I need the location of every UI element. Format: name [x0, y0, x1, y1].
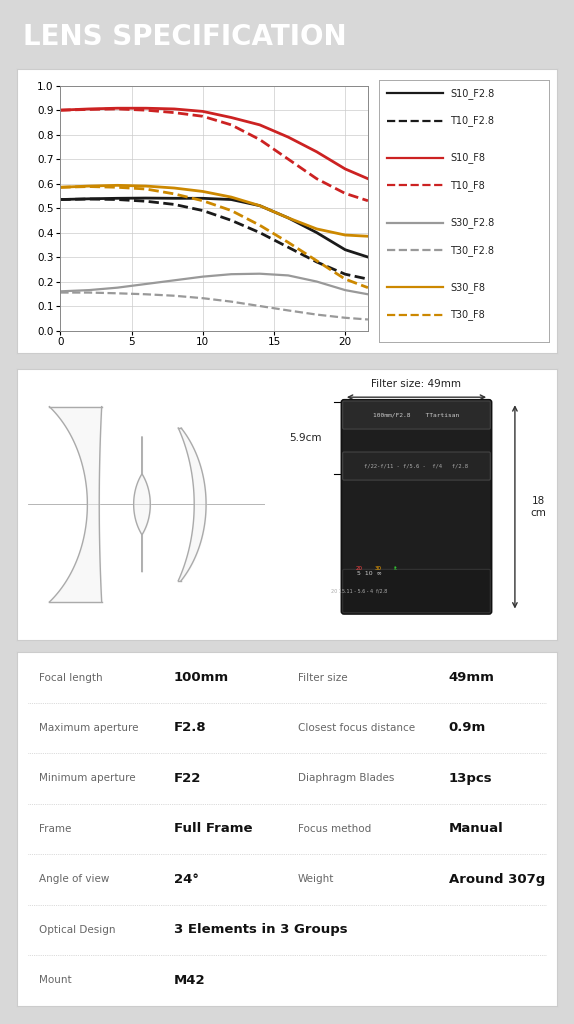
Text: Optical Design: Optical Design: [39, 925, 115, 935]
Text: Filter size: Filter size: [298, 673, 347, 683]
Text: Closest focus distance: Closest focus distance: [298, 723, 415, 733]
Text: 24°: 24°: [174, 872, 199, 886]
Text: F22: F22: [174, 772, 201, 785]
Text: Angle of view: Angle of view: [39, 874, 109, 885]
Text: Full Frame: Full Frame: [174, 822, 252, 836]
Text: 18
cm: 18 cm: [530, 496, 546, 518]
Text: Focal length: Focal length: [39, 673, 102, 683]
Text: Minimum aperture: Minimum aperture: [39, 773, 135, 783]
Text: Focus method: Focus method: [298, 824, 371, 834]
Text: ft: ft: [394, 565, 398, 570]
Text: T30_F8: T30_F8: [450, 309, 485, 321]
FancyBboxPatch shape: [343, 569, 490, 612]
Text: M42: M42: [174, 974, 205, 987]
Text: S30_F2.8: S30_F2.8: [450, 217, 494, 228]
Text: Around 307g: Around 307g: [449, 872, 545, 886]
Text: T10_F2.8: T10_F2.8: [450, 116, 494, 126]
Text: LENS SPECIFICATION: LENS SPECIFICATION: [23, 23, 347, 50]
FancyBboxPatch shape: [343, 401, 490, 429]
Text: Filter size: 49mm: Filter size: 49mm: [371, 380, 461, 389]
Text: 20 15.11 - 5.6 - 4  f/2.8: 20 15.11 - 5.6 - 4 f/2.8: [331, 589, 387, 594]
Text: 5.9cm: 5.9cm: [289, 433, 321, 443]
FancyBboxPatch shape: [342, 399, 491, 614]
Text: Frame: Frame: [39, 824, 71, 834]
Text: F2.8: F2.8: [174, 722, 206, 734]
Text: Maximum aperture: Maximum aperture: [39, 723, 138, 733]
Text: Manual: Manual: [449, 822, 503, 836]
Text: S10_F2.8: S10_F2.8: [450, 88, 494, 98]
Text: 13pcs: 13pcs: [449, 772, 492, 785]
Text: f/22-f/11 - f/5.6 -  f/4   f/2.8: f/22-f/11 - f/5.6 - f/4 f/2.8: [364, 464, 468, 469]
Text: 100mm/F2.8    TTartisan: 100mm/F2.8 TTartisan: [373, 413, 460, 418]
FancyBboxPatch shape: [343, 452, 490, 480]
Text: 5  10  ∞: 5 10 ∞: [358, 570, 382, 575]
Text: 30: 30: [374, 565, 381, 570]
Text: S30_F8: S30_F8: [450, 282, 485, 293]
Text: Weight: Weight: [298, 874, 334, 885]
Text: 3 Elements in 3 Groups: 3 Elements in 3 Groups: [174, 924, 347, 936]
Text: T30_F2.8: T30_F2.8: [450, 245, 494, 256]
Text: 100mm: 100mm: [174, 671, 229, 684]
Text: T10_F8: T10_F8: [450, 180, 485, 190]
Text: Mount: Mount: [39, 975, 71, 985]
Text: S10_F8: S10_F8: [450, 153, 485, 164]
Text: 20: 20: [356, 565, 363, 570]
Text: Diaphragm Blades: Diaphragm Blades: [298, 773, 394, 783]
Text: 0.9m: 0.9m: [449, 722, 486, 734]
Text: 49mm: 49mm: [449, 671, 495, 684]
